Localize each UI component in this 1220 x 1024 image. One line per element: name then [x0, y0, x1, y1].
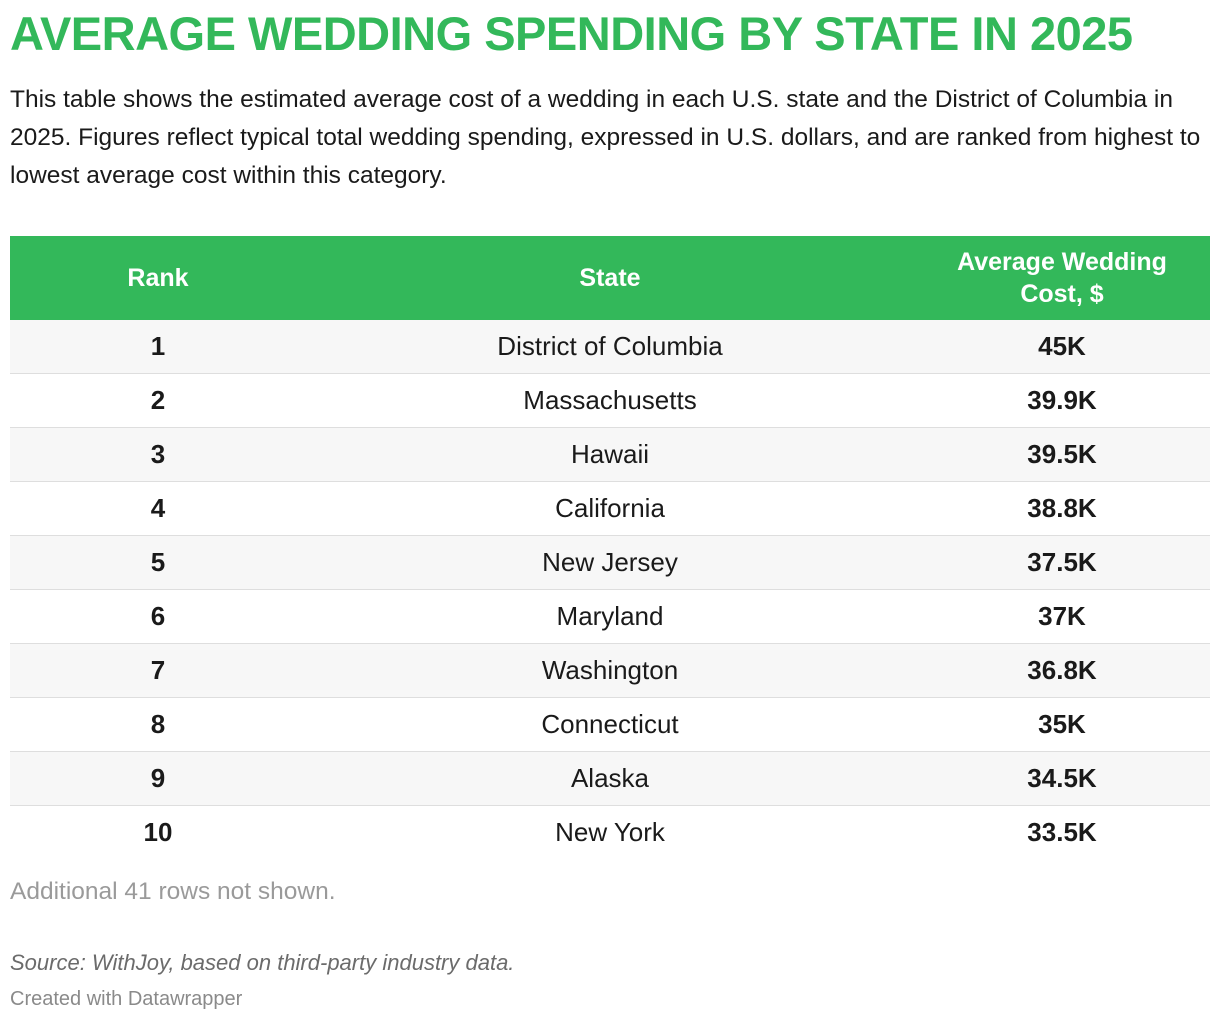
cost-cell: 33.5K — [1027, 817, 1097, 847]
rank-cell: 1 — [10, 320, 306, 374]
table-row: 9 Alaska 34.5K — [10, 751, 1210, 806]
chart-title: AVERAGE WEDDING SPENDING BY STATE IN 202… — [10, 7, 1133, 60]
table-row: 10 New York 33.5K — [10, 806, 1210, 860]
rank-cell: 10 — [143, 817, 173, 847]
state-cell: Alaska — [306, 751, 914, 806]
table-row: 2 Massachusetts 39.9K — [10, 373, 1210, 428]
state-cell: California — [306, 481, 914, 536]
cost-cell: 38.8K — [914, 481, 1210, 536]
state-cell: Washington — [306, 643, 914, 698]
rank-cell: 6 — [10, 589, 306, 644]
table-header: Rank State Average Wedding Cost, $ — [10, 236, 1210, 320]
table-row: 5 New Jersey 37.5K — [10, 535, 1210, 590]
cost-cell: 39.9K — [914, 373, 1210, 428]
rank-cell: 7 — [10, 643, 306, 698]
table-row: 8 Connecticut 35K — [10, 697, 1210, 752]
source-note: Source: WithJoy, based on third-party in… — [10, 950, 515, 975]
cost-cell: 39.5K — [914, 427, 1210, 482]
rank-cell: 5 — [10, 535, 306, 590]
chart-description: This table shows the estimated average c… — [10, 86, 1201, 189]
datawrapper-credit[interactable]: Created with Datawrapper — [10, 988, 243, 1010]
table-body: 1 District of Columbia 45K 2 Massachusetts 39… — [10, 320, 1210, 859]
state-cell: District of Columbia — [306, 320, 914, 374]
state-cell: Maryland — [306, 589, 914, 644]
column-header-rank[interactable]: Rank — [10, 236, 306, 320]
cost-cell: 37.5K — [914, 535, 1210, 590]
state-cell: New York — [555, 817, 665, 847]
table-row: 4 California 38.8K — [10, 481, 1210, 536]
rank-cell: 2 — [10, 373, 306, 428]
table-row: 3 Hawaii 39.5K — [10, 427, 1210, 482]
column-header-state[interactable]: State — [306, 236, 914, 320]
table-row: 1 District of Columbia 45K — [10, 320, 1210, 374]
state-cell: New Jersey — [306, 535, 914, 590]
rank-cell: 3 — [10, 427, 306, 482]
rank-cell: 8 — [10, 697, 306, 752]
state-cell: Hawaii — [306, 427, 914, 482]
state-cell: Connecticut — [306, 697, 914, 752]
table-row: 7 Washington 36.8K — [10, 643, 1210, 698]
cost-cell: 34.5K — [914, 751, 1210, 806]
rank-cell: 9 — [10, 751, 306, 806]
cost-cell: 35K — [914, 697, 1210, 752]
cost-cell: 36.8K — [914, 643, 1210, 698]
hidden-rows-note: Additional 41 rows not shown. — [10, 878, 336, 905]
table-row: 6 Maryland 37K — [10, 589, 1210, 644]
cost-cell: 45K — [914, 320, 1210, 374]
cost-cell: 37K — [914, 589, 1210, 644]
state-cell: Massachusetts — [306, 373, 914, 428]
data-table: Rank State Average Wedding Cost, $ 1 Dist… — [10, 236, 1210, 859]
rank-cell: 4 — [10, 481, 306, 536]
header-row: Rank State Average Wedding Cost, $ — [10, 236, 1210, 320]
column-header-cost[interactable]: Average Wedding Cost, $ — [914, 236, 1210, 320]
